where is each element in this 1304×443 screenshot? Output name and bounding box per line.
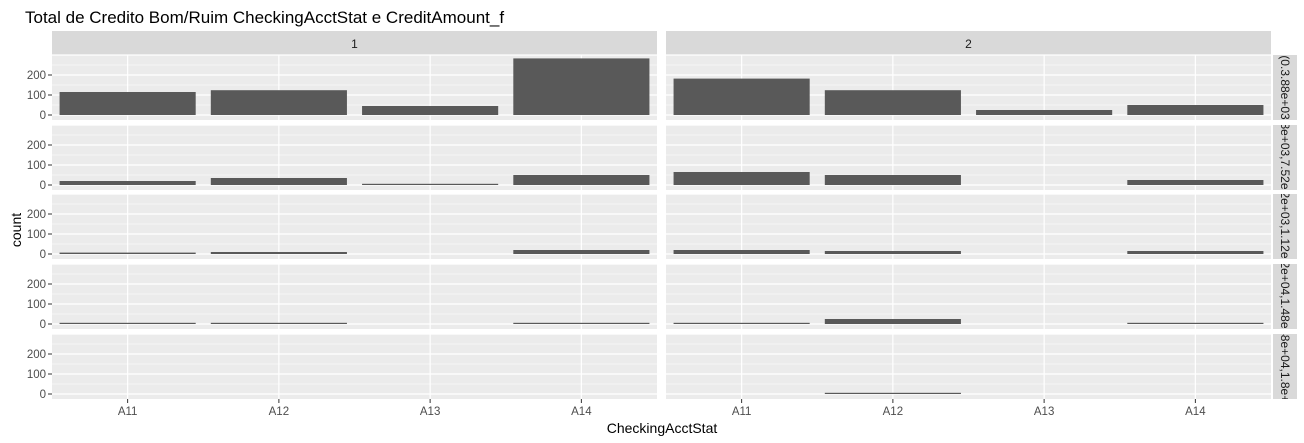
facet-strip-col-label: 2 [965,37,972,51]
y-tick-label: 200 [27,70,46,82]
y-tick-label: 0 [40,249,46,261]
panel-background [52,334,657,399]
facet-strip-row-clip: (0.3.88e+03 [1278,55,1292,120]
facet-strip-row-clip: (1.48e+04,1.8e+04] [1278,314,1292,419]
facet-strip-col-label: 1 [351,37,358,51]
bar [210,178,347,185]
facet-strip-row [1273,264,1297,329]
y-tick-label: 0 [40,389,46,401]
bar [362,106,499,115]
bar [210,322,347,324]
bar [1127,105,1264,115]
bar [824,392,961,394]
panel-background [666,334,1271,399]
facet-strip-row [1273,194,1297,259]
y-tick-label: 100 [27,160,46,172]
facet-strip-row-clip: (3.88e+03,7.52e+03] [1278,102,1292,213]
bar [673,322,810,324]
facet-strip-row-label: (1.48e+04,1.8e+04] [1278,314,1292,419]
panel-background [666,264,1271,329]
x-tick-label: A13 [420,406,440,418]
bar [673,172,810,185]
chart-title: Total de Credito Bom/Ruim CheckingAcctSt… [25,8,504,27]
y-tick-label: 200 [27,209,46,221]
panel-background [52,264,657,329]
x-tick-label: A12 [269,406,289,418]
facet-strip-row [1273,55,1297,120]
y-axis-title: count [8,213,24,247]
facet-strip-row-label: (7.52e+03,1.12e+04] [1278,171,1292,282]
x-axis-title: CheckingAcctStat [607,420,718,436]
bar [210,252,347,254]
bar [673,250,810,254]
bar [513,175,650,185]
y-tick-label: 0 [40,110,46,122]
bar [824,251,961,254]
facet-strip-col [52,31,657,55]
facet-strip-row-clip: (1.12e+04,1.48e+04] [1278,241,1292,352]
bar [1127,180,1264,185]
x-tick-label: A11 [732,406,752,418]
x-tick-label: A14 [571,406,592,418]
bar [513,250,650,254]
bar [210,90,347,115]
x-tick-label: A14 [1185,406,1206,418]
y-tick-label: 200 [27,279,46,291]
bar [824,90,961,115]
y-tick-label: 100 [27,299,46,311]
panel-background [52,194,657,259]
panel-background [666,194,1271,259]
y-tick-label: 100 [27,229,46,241]
bar [513,322,650,324]
plot-area: 1 2 (0.3.88e+03(3.88e+03,7.52e+03](7.52e+0… [27,31,1297,419]
bar [824,319,961,324]
bar [673,78,810,115]
bar [513,58,650,115]
y-tick-label: 100 [27,90,46,102]
y-tick-label: 0 [40,180,46,192]
bar [976,110,1113,115]
bar [824,175,961,185]
y-tick-label: 0 [40,319,46,331]
facet-strip-row-label: (0.3.88e+03 [1278,55,1292,120]
facet-strip-row [1273,125,1297,190]
bar [59,92,196,115]
y-tick-label: 100 [27,369,46,381]
facet-strip-row [1273,334,1297,399]
bar [362,183,499,185]
facet-strip-row-label: (1.12e+04,1.48e+04] [1278,241,1292,352]
x-tick-label: A13 [1034,406,1054,418]
bar [1127,251,1264,254]
x-tick-label: A11 [118,406,138,418]
facet-strip-row-label: (3.88e+03,7.52e+03] [1278,102,1292,213]
bar [59,181,196,185]
y-tick-label: 200 [27,140,46,152]
facet-strip-col [666,31,1271,55]
bar [59,322,196,324]
bar [1127,322,1264,324]
x-tick-label: A12 [883,406,903,418]
facet-strip-row-clip: (7.52e+03,1.12e+04] [1278,171,1292,282]
y-tick-label: 200 [27,349,46,361]
bar [59,252,196,254]
